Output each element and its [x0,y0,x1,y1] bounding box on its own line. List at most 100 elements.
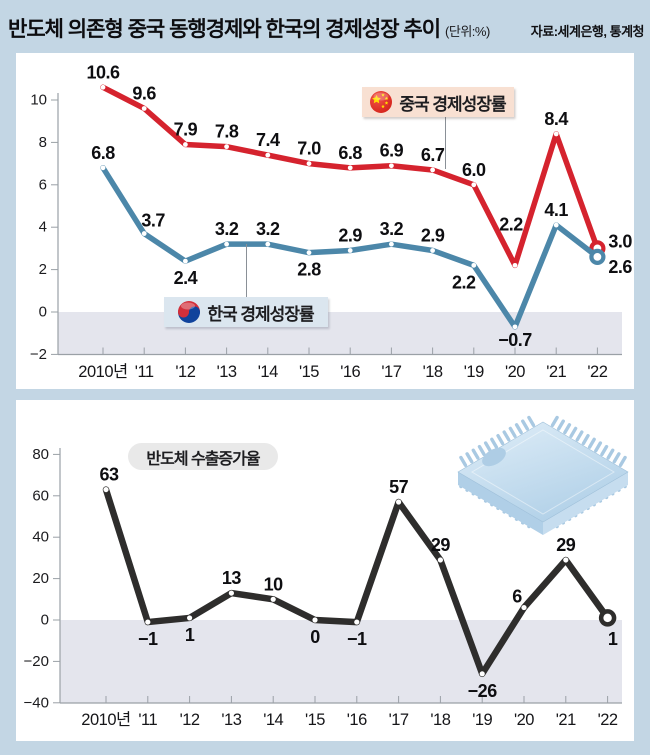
data-point-dot [430,248,435,253]
growth-line-chart: 10 8 6 4 2 0 −2 2010년 '11 '12 '13 '14 '15 '16 '17 '18 '1… [30,62,633,381]
unit-note: (단위:%) [445,24,490,39]
value-label: 2.2 [452,272,476,292]
data-point-dot [141,231,147,236]
value-label: 3.0 [608,231,632,251]
source-credit: 자료:세계은행, 통계청 [530,24,645,39]
header: 반도체 의존형 중국 동행경제와 한국의 경제성장 추이 (단위:%) 자료:세… [8,13,645,43]
x-axis-label: 2010년 [81,710,130,729]
value-label: 6 [512,587,522,607]
value-label: 10 [264,574,284,594]
value-label: 2.2 [499,214,523,234]
chip-pin [521,419,530,431]
x-axis-label: '14 [263,711,283,729]
y-tick-label: 4 [39,219,47,236]
x-axis-label: '18 [430,711,450,729]
value-label: 63 [99,465,119,485]
page-title: 반도체 의존형 중국 동행경제와 한국의 경제성장 추이 [8,18,441,41]
legend-semiconductor: 반도체 수출증가율 [128,443,278,470]
x-axis-label: '20 [505,363,525,381]
y-tick-label: −20 [24,653,49,670]
y-tick-label: 80 [32,446,49,463]
data-point-dot [437,557,443,563]
data-point-dot [141,106,147,111]
data-point-dot [347,248,353,253]
data-point-dot [183,142,188,147]
data-point-dot [354,619,360,625]
x-axis-label: '15 [305,711,325,729]
value-label: 3.2 [256,219,280,239]
value-label: 3.7 [141,211,165,231]
chip-pin [514,423,523,435]
value-label: 6.0 [462,160,486,180]
legend-semiconductor-label: 반도체 수출증가율 [146,450,260,468]
x-axis-label: '21 [546,363,566,381]
x-axis-label: '22 [598,711,618,729]
x-axis-label: '19 [464,363,484,381]
value-label: −1 [138,629,158,649]
x-axis-label: '16 [347,711,367,729]
data-point-dot [100,84,106,90]
chip-pin [600,444,609,457]
value-label: 7.0 [297,139,321,159]
chip-pin [563,423,572,435]
chip-pin1-indent [482,447,506,467]
value-label: 29 [431,535,451,555]
y-tick-label: 60 [32,487,49,504]
legend-connector-china [445,115,446,169]
value-label: 57 [389,477,409,497]
data-point-dot [224,144,230,150]
x-axis-label: '13 [217,363,237,381]
value-label: 6.8 [338,143,362,163]
chip-pin [465,452,474,464]
data-point-dot [145,619,151,625]
x-axis-label: '15 [299,363,319,381]
y-tick-label: −2 [30,346,47,363]
chip-pin [569,426,578,438]
value-label: 2.9 [421,226,445,246]
x-axis-label: '21 [556,711,576,729]
legend-korea-label: 한국 경제성장률 [207,304,314,324]
legend-korea: 한국 경제성장률 [164,297,328,327]
value-label: 2.9 [338,226,362,246]
data-point-dot [265,241,271,247]
data-point-dot [306,161,312,166]
value-label: 6.8 [91,143,115,163]
chip-pin [594,441,603,453]
chip-pin [508,426,517,438]
value-label: 2.4 [174,268,198,288]
x-axis-label: '20 [514,711,534,729]
y-tick-label: 40 [32,529,49,546]
value-label: 6.7 [421,145,445,165]
data-point-dot [100,165,106,171]
value-label: 13 [222,568,242,588]
data-point-dot [312,617,318,623]
data-point-dot [521,604,527,611]
chip-pin [612,452,621,464]
china-flag-icon [370,91,393,113]
data-point-dot [471,262,477,268]
chip-pin [502,430,511,442]
x-axis-label: '12 [180,711,200,729]
value-label: −26 [468,681,498,701]
x-axis-label: '12 [175,363,195,381]
data-point-dot [553,131,559,137]
x-axis-label: '17 [381,363,401,381]
y-tick-label: 0 [39,304,47,321]
chip-pin [550,415,559,427]
y-tick-label: 2 [39,261,47,278]
value-label: −0.7 [498,330,532,350]
chip-pin [581,434,590,446]
x-axis-label: '19 [472,711,492,729]
value-label: 3.2 [215,219,239,239]
value-label: 10.6 [86,62,120,82]
legend-china: 중국 경제성장률 [362,87,514,117]
data-point-dot [270,596,276,602]
chip-pin [496,434,505,446]
y-tick-label: −40 [24,694,49,711]
y-tick-label: 0 [41,612,49,629]
data-point-dot [430,167,435,173]
x-axis-label: '22 [587,363,607,381]
x-axis-label: 2010년 [78,362,127,381]
y-tick-label: 10 [30,92,47,109]
semiconductor-chip-illustration [457,415,629,535]
